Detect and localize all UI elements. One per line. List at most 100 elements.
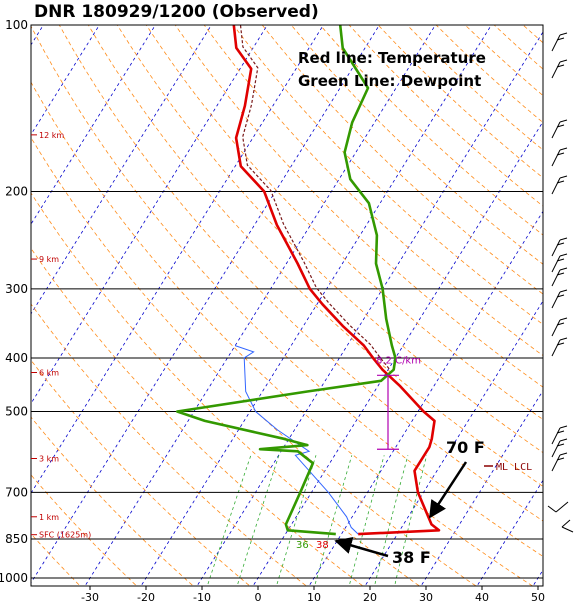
mixing-ratio-line	[394, 455, 428, 586]
wind-barb	[551, 317, 568, 337]
legend-temperature-note: Red line: Temperature	[298, 49, 486, 67]
wind-barb	[551, 237, 568, 257]
dry-adiabat-line	[232, 25, 543, 325]
dry-adiabat-line	[31, 533, 81, 586]
callout-70f-arrow	[428, 461, 468, 519]
wind-barb	[551, 253, 568, 273]
temperature-tick-label: 20	[363, 591, 377, 603]
mixing-ratio-line	[206, 455, 252, 586]
isobar-grid	[31, 24, 543, 579]
dry-adiabat-line	[174, 25, 543, 388]
dry-adiabat-grid	[0, 25, 543, 590]
dry-adiabat-line	[31, 474, 138, 586]
dry-adiabat-line	[145, 25, 543, 420]
dry-adiabat-line	[435, 25, 543, 124]
isotherm-line	[31, 25, 268, 405]
temperature-tick-label: 30	[419, 591, 433, 603]
isotherm-line	[476, 479, 543, 586]
dry-adiabat-line	[31, 192, 421, 586]
surface-temperature-label: 38	[316, 540, 329, 551]
pressure-tick-label: 1000	[0, 571, 28, 585]
isotherm-line	[196, 31, 543, 586]
temperature-tick-label: -20	[137, 591, 155, 603]
wind-barb	[551, 452, 568, 472]
isotherm-line	[31, 25, 44, 46]
temperature-tick-label: 10	[307, 591, 321, 603]
dry-adiabat-line	[58, 25, 543, 522]
isotherm-line	[532, 569, 543, 586]
height-markers: 12 km 9 km 6 km 3 km 1 km SFC (1625m)	[31, 131, 91, 540]
isotherm-line	[420, 389, 543, 586]
temperature-tick-label: -30	[81, 591, 99, 603]
mixing-ratio-line	[314, 455, 353, 586]
isotherm-line	[31, 25, 100, 136]
chart-title: DNR 180929/1200 (Observed)	[34, 2, 319, 22]
isotherm-line	[31, 25, 380, 584]
wind-barbs	[547, 32, 574, 533]
wind-barb	[551, 147, 568, 167]
dry-adiabat-line	[377, 25, 543, 179]
dry-adiabat-line	[522, 25, 543, 44]
surface-dewpoint-label: 36	[296, 540, 309, 551]
dewpoint-line	[175, 25, 397, 536]
dry-adiabat-line	[464, 25, 543, 97]
wind-barb	[551, 289, 568, 309]
pressure-tick-label: 500	[5, 405, 28, 419]
mixing-ratio-grid	[206, 455, 428, 586]
pressure-tick-label: 700	[5, 485, 28, 499]
temperature-tick-label: 0	[255, 591, 262, 603]
temperature-axis: -30 -20 -10 0 10 20 30 40 50	[81, 586, 545, 603]
height-marker-label: 1 km	[39, 513, 59, 522]
lcl-label: ML LCL	[496, 462, 532, 473]
callout-38f-label: 38 F	[392, 548, 431, 567]
isotherm-line	[252, 120, 543, 586]
wind-barb-surface	[561, 519, 574, 533]
wind-barb	[551, 425, 568, 445]
dry-adiabat-line	[31, 25, 543, 557]
virtual-temperature-line	[239, 25, 390, 370]
dry-adiabat-line	[0, 25, 27, 590]
wind-barb	[551, 337, 568, 357]
isotherm-line	[84, 25, 436, 586]
pressure-tick-label: 400	[5, 351, 28, 365]
dry-adiabat-line	[116, 25, 543, 454]
plot-frame	[30, 24, 544, 587]
wind-barb-low	[547, 501, 569, 513]
lapse-rate-label: 8.2 C/km	[376, 355, 421, 366]
lcl-marker: ML LCL	[484, 462, 532, 473]
wind-barb	[551, 119, 568, 139]
dry-adiabat-line	[31, 416, 194, 586]
legend-dewpoint-note: Green Line: Dewpoint	[298, 72, 481, 90]
dry-adiabat-line	[493, 25, 543, 70]
temperature-tick-label: 40	[475, 591, 489, 603]
parcel-trace-line	[234, 345, 359, 535]
temperature-tick-label: -10	[193, 591, 211, 603]
callout-70f-label: 70 F	[446, 438, 485, 457]
wind-barb	[551, 59, 568, 79]
temperature-tick-label: 50	[531, 591, 545, 603]
dry-adiabat-line	[290, 25, 543, 265]
wind-barb	[551, 32, 568, 52]
height-marker-label: 9 km	[39, 255, 59, 264]
height-marker-label: 12 km	[39, 131, 64, 140]
height-marker-label: SFC (1625m)	[39, 531, 91, 540]
callout-38f-arrow	[334, 536, 389, 558]
isotherm-line	[140, 25, 492, 586]
isotherm-line	[31, 25, 212, 315]
pressure-axis: 100 200 300 400 500 700 850 1000	[0, 18, 28, 585]
isotherm-line	[31, 25, 156, 225]
wind-barb	[551, 267, 568, 287]
isotherm-line	[31, 25, 324, 494]
dry-adiabat-line	[87, 25, 543, 487]
lapse-rate-marker: 8.2 C/km	[376, 355, 421, 450]
callout-70f: 70 F	[428, 438, 485, 519]
pressure-tick-label: 200	[5, 184, 28, 198]
callout-38f: 38 F	[334, 536, 431, 567]
mixing-ratio-line	[348, 455, 385, 586]
height-marker-label: 3 km	[39, 454, 59, 463]
wind-barb	[551, 438, 568, 458]
dry-adiabat-line	[203, 25, 543, 357]
pressure-tick-label: 300	[5, 282, 28, 296]
temperature-line	[232, 25, 441, 536]
